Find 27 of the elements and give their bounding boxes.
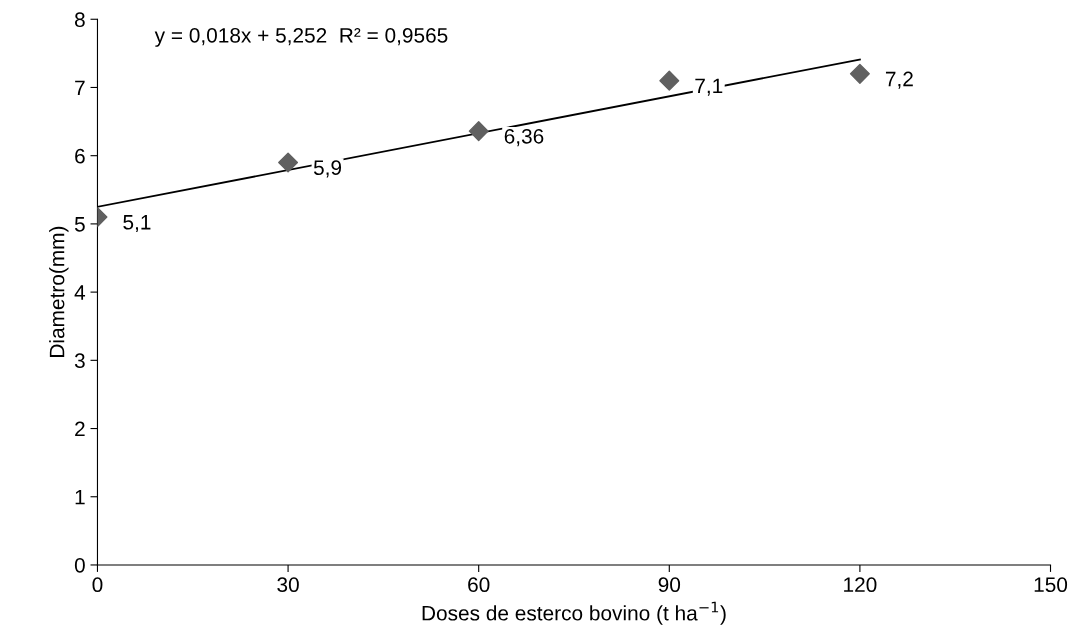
x-tick-label: 120 [844,577,877,593]
x-tick-label: 150 [1034,577,1068,593]
y-tick-label: 3 [74,353,85,369]
data-label: 7,2 [885,71,913,89]
point [659,70,680,91]
y-tick-label: 4 [74,285,86,300]
y-axis-title: Diametro(mm) [49,226,69,357]
y-tick-label: 2 [75,421,85,437]
y-tick-label: 8 [74,12,85,28]
data-label: 6,36 [504,128,544,147]
data-label: 5,1 [123,215,151,233]
annotation: y = 0,018x + 5,252 R² = 0,9565 [154,28,448,47]
data-label: 7,1 [695,78,723,96]
x-tick-label: 90 [658,577,681,593]
x-tick-label: 0 [92,577,103,593]
data-label: 5,9 [313,160,342,178]
point [468,121,489,142]
y-tick-label: 7 [75,80,85,96]
point [278,152,299,173]
y-tick-label: 1 [75,489,85,505]
y-tick-label: 6 [75,148,85,164]
y-tick-label: 5 [74,217,85,232]
point [849,63,870,84]
y-tick-label: 0 [74,557,85,573]
x-tick-label: 30 [277,577,299,593]
x-axis-title: Doses de esterco bovino (t ha$^{−1}$) [422,601,726,625]
x-tick-label: 60 [468,577,490,593]
